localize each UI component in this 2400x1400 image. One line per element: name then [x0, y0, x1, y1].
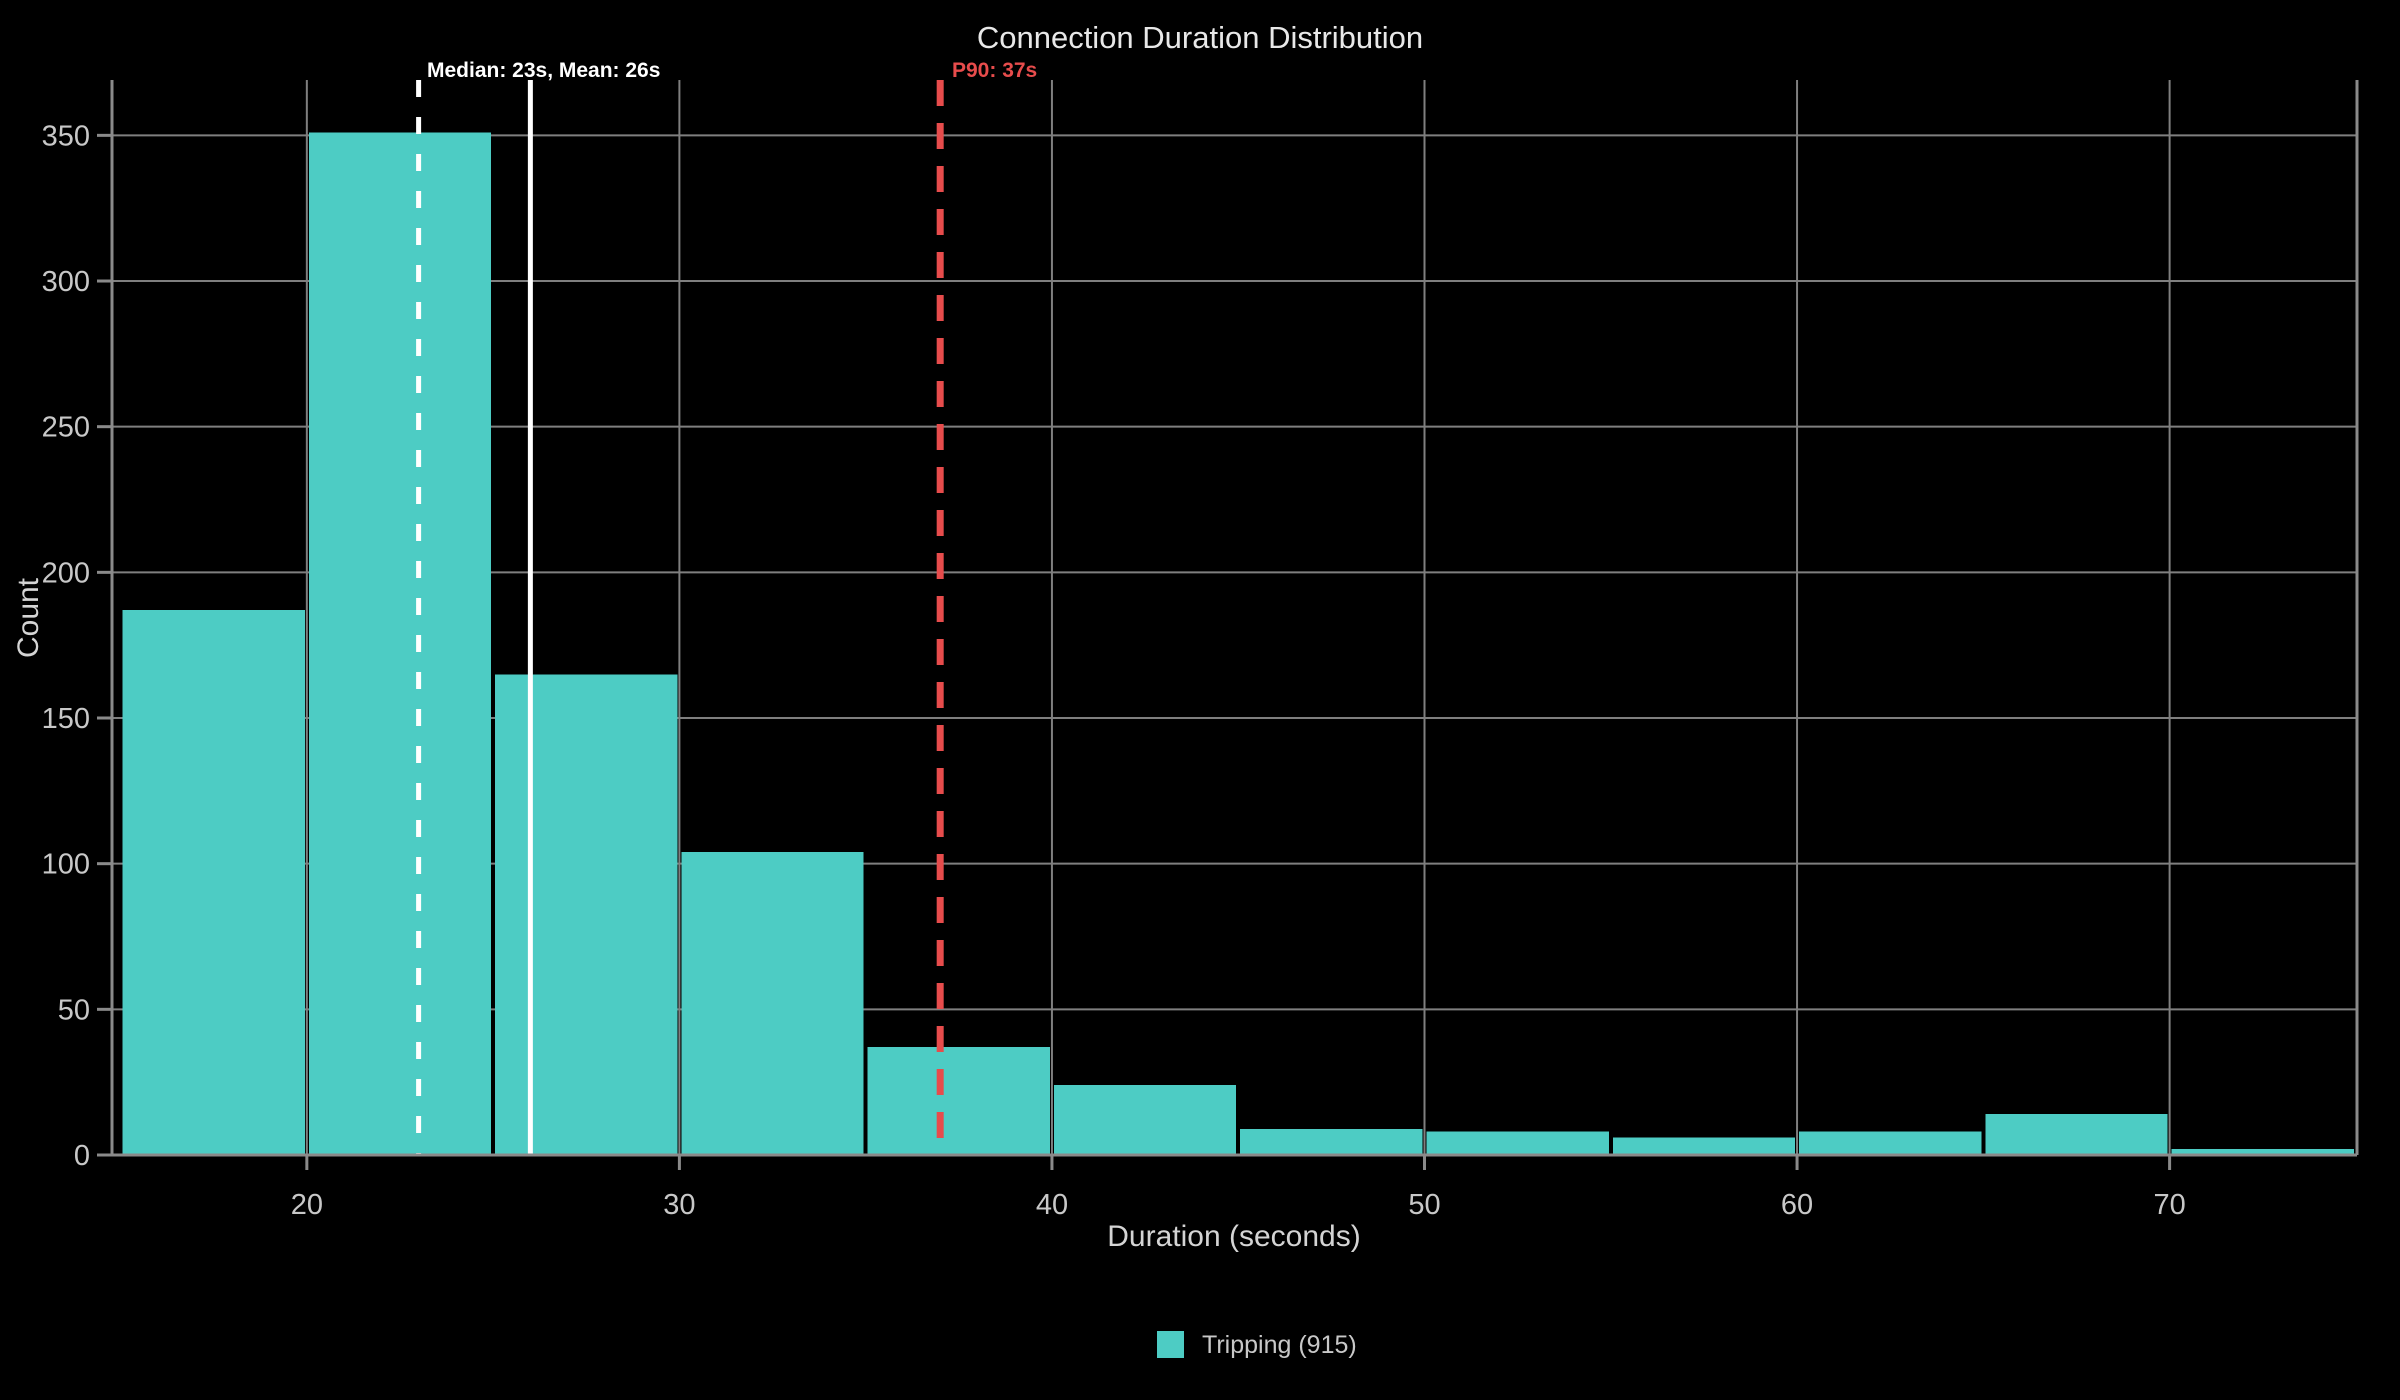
y-tick-label: 300 [42, 266, 90, 298]
histogram-bar-30-35s [681, 852, 864, 1155]
histogram-bar-20-25s [308, 132, 492, 1155]
x-tick-label: 70 [2153, 1189, 2185, 1221]
histogram-bar-50-55s [1426, 1131, 1609, 1155]
histogram-bar-55-60s [1612, 1137, 1796, 1155]
reference-line-layer [416, 80, 944, 1155]
histogram-bar-70-75s [2171, 1149, 2354, 1155]
x-tick-label: 40 [1036, 1189, 1068, 1221]
median-mean-annotation: Median: 23s, Mean: 26s [427, 59, 660, 82]
y-tick-label: 100 [42, 849, 90, 881]
p90-annotation: P90: 37s [952, 59, 1037, 82]
histogram-bar-25-30s [495, 674, 678, 1155]
legend-label: Tripping (915) [1202, 1331, 1357, 1359]
y-tick-label: 150 [42, 703, 90, 735]
x-axis-label: Duration (seconds) [1107, 1220, 1360, 1253]
x-tick-label: 30 [663, 1189, 695, 1221]
x-tick-label: 50 [1408, 1189, 1440, 1221]
x-tick-label: 20 [291, 1189, 323, 1221]
histogram-bar-65-70s [1985, 1114, 2168, 1155]
histogram-bar-35-40s [867, 1047, 1050, 1155]
y-tick-label: 0 [74, 1140, 90, 1172]
histogram-bar-45-50s [1240, 1128, 1423, 1155]
bar-layer [122, 132, 2354, 1155]
chart-title: Connection Duration Distribution [977, 20, 1423, 55]
histogram-bar-40-45s [1053, 1085, 1237, 1155]
y-axis-label: Count [12, 577, 45, 658]
y-tick-label: 50 [58, 994, 90, 1026]
histogram-bar-15-20s [122, 610, 305, 1155]
legend: Tripping (915) [1157, 1331, 1357, 1359]
y-tick-label: 200 [42, 557, 90, 589]
x-tick-label: 60 [1781, 1189, 1813, 1221]
tick-layer: 20 30 40 50 60 70 0 50 100 150 200 250 300 350 [42, 120, 2186, 1221]
legend-swatch [1157, 1331, 1184, 1358]
y-tick-label: 350 [42, 120, 90, 152]
histogram-bar-60-65s [1799, 1131, 1982, 1155]
axis-spine-layer [110, 80, 2359, 1157]
y-tick-label: 250 [42, 412, 90, 444]
